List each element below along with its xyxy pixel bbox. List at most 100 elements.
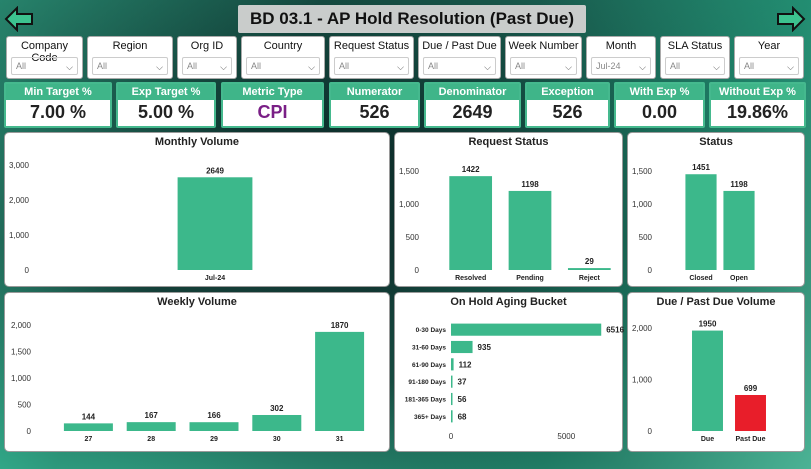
data-label: 112 [459, 360, 472, 369]
card-label: With Exp % [616, 84, 703, 100]
chevron-down-icon: ⌵ [484, 62, 491, 72]
y-tick-label: 1,500 [11, 348, 32, 357]
slicer-company-code: Company Code All ⌵ [6, 36, 83, 79]
card-label: Without Exp % [711, 84, 804, 100]
data-label: 2649 [206, 166, 224, 175]
slicer-label: Year [757, 40, 781, 52]
request-status-chart: Request Status 0 500 1,000 1,500 1422 Resolve… [394, 132, 623, 287]
company-code-dropdown[interactable]: All ⌵ [11, 57, 78, 75]
y-tick-label: 3,000 [9, 161, 30, 170]
x-tick-label: 30 [273, 436, 281, 443]
aging-bucket-plot: 6516 0-30 Days 935 31-60 Days 112 61-90 Days 3… [405, 323, 624, 441]
slicer-region: Region All ⌵ [87, 36, 173, 79]
x-tick-label: 28 [147, 436, 155, 443]
data-label: 144 [82, 412, 96, 421]
slicer-week-number: Week Number All ⌵ [505, 36, 582, 79]
country-dropdown[interactable]: All ⌵ [246, 57, 320, 75]
bar [451, 323, 602, 336]
y-tick-label: 500 [406, 233, 420, 242]
card-value: 5.00 % [137, 102, 195, 122]
due-past-due-dropdown[interactable]: All ⌵ [423, 57, 496, 75]
arrow-left-icon[interactable] [4, 6, 34, 32]
card-denominator: Denominator 2649 [424, 82, 521, 128]
slicer-value: All [744, 61, 755, 71]
slicer-value: All [515, 61, 526, 71]
data-label: 1950 [699, 320, 717, 329]
x-tick-label: Resolved [455, 275, 486, 282]
slicer-label: Week Number [508, 40, 579, 52]
year-dropdown[interactable]: All ⌵ [739, 57, 799, 75]
card-value: 526 [359, 102, 390, 122]
slicer-value: All [428, 61, 439, 71]
y-tick-label: 2,000 [632, 324, 653, 333]
y-tick-label: 1,000 [11, 374, 32, 383]
week-number-dropdown[interactable]: All ⌵ [510, 57, 577, 75]
data-label: 1422 [462, 165, 480, 174]
chevron-down-icon: ⌵ [156, 62, 163, 72]
region-dropdown[interactable]: All ⌵ [92, 57, 168, 75]
card-label: Exception [527, 84, 608, 100]
bar [692, 330, 723, 431]
slicer-year: Year All ⌵ [734, 36, 804, 79]
bar [451, 375, 453, 388]
slicer-value: All [16, 61, 27, 71]
x-tick-label: 0 [449, 432, 454, 441]
card-value: CPI [257, 102, 288, 122]
chevron-down-icon: ⌵ [713, 62, 720, 72]
y-tick-label: 1,000 [632, 376, 653, 385]
slicer-label: Country [263, 40, 303, 52]
y-tick-label: 500 [18, 401, 32, 410]
page-title: BD 03.1 - AP Hold Resolution (Past Due) [238, 5, 586, 33]
data-label: 1198 [521, 180, 539, 189]
y-tick-label: 181-365 Days [405, 397, 447, 404]
card-label: Min Target % [6, 84, 110, 100]
monthly-volume-chart: Monthly Volume 0 1,000 2,000 3,000 2649 Jul-2… [4, 132, 390, 287]
x-tick-label: 27 [85, 436, 93, 443]
chevron-down-icon: ⌵ [787, 62, 794, 72]
bar [451, 392, 453, 406]
weekly-volume-plot: 0 500 1,000 1,500 2,000 144 27 167 28 166 29 302 30 1… [11, 321, 365, 443]
chart-title: Due / Past Due Volume [656, 296, 776, 308]
status-chart: Status 0 500 1,000 1,500 1451 Closed 1198 Open [627, 132, 805, 287]
data-label: 56 [458, 395, 467, 404]
data-label: 1870 [331, 321, 349, 330]
request-status-dropdown[interactable]: All ⌵ [334, 57, 409, 75]
chart-title: Status [699, 136, 733, 148]
card-exception: Exception 526 [525, 82, 610, 128]
card-value: 19.86% [726, 102, 789, 122]
slicer-label: Org ID [190, 40, 224, 52]
bar [189, 422, 239, 431]
chevron-down-icon: ⌵ [397, 62, 404, 72]
status-plot: 0 500 1,000 1,500 1451 Closed 1198 Open [632, 163, 755, 282]
data-label: 935 [478, 343, 492, 352]
x-tick-label: Due [701, 436, 714, 443]
arrow-right-icon[interactable] [776, 6, 806, 32]
y-tick-label: 1,000 [399, 200, 420, 209]
sla-status-dropdown[interactable]: All ⌵ [665, 57, 725, 75]
card-metric-type: Metric Type CPI [221, 82, 324, 128]
monthly-volume-plot: 0 1,000 2,000 3,000 2649 Jul-24 [9, 161, 253, 282]
card-value: 7.00 % [29, 102, 87, 122]
data-label: 167 [145, 411, 159, 420]
y-tick-label: 0-30 Days [416, 327, 447, 334]
y-tick-label: 0 [27, 427, 32, 436]
bar [723, 190, 755, 270]
slicer-label: Due / Past Due [422, 40, 497, 52]
org-id-dropdown[interactable]: All ⌵ [182, 57, 232, 75]
slicer-value: All [339, 61, 350, 71]
request-status-plot: 0 500 1,000 1,500 1422 Resolved 1198 Pending 29 R… [399, 165, 611, 282]
month-dropdown[interactable]: Jul-24 ⌵ [591, 57, 651, 75]
bar [451, 358, 454, 371]
card-value: 0.00 [641, 102, 678, 122]
x-tick-label: Open [730, 275, 748, 282]
slicer-value: All [251, 61, 262, 71]
y-tick-label: 91-180 Days [408, 379, 446, 386]
y-tick-label: 1,000 [632, 200, 653, 209]
chart-title: Monthly Volume [154, 136, 240, 148]
y-tick-label: 0 [648, 427, 653, 436]
slicer-due-past-due: Due / Past Due All ⌵ [418, 36, 501, 79]
bar [449, 176, 493, 270]
aging-bucket-chart: On Hold Aging Bucket 6516 0-30 Days 935 31-… [394, 292, 624, 452]
y-tick-label: 2,000 [9, 196, 30, 205]
slicer-value: All [187, 61, 198, 71]
